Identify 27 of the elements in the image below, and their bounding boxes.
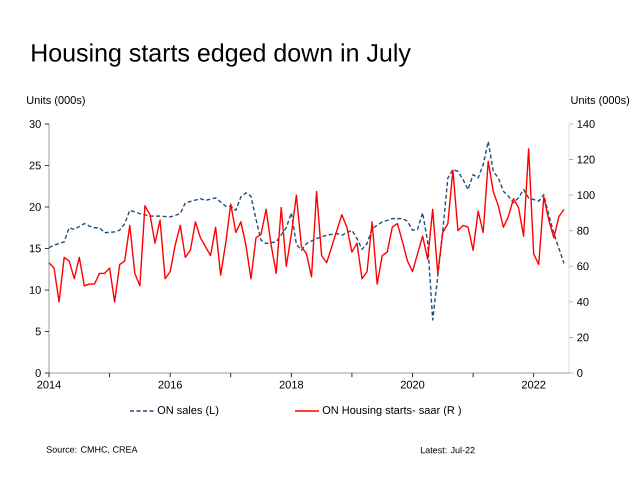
x-tick-label: 2014: [37, 380, 61, 389]
x-tick-label: 2022: [522, 380, 546, 389]
y2-tick-label: 60: [577, 262, 589, 270]
y-tick-label: 20: [30, 203, 41, 211]
y-tick-label: 30: [29, 120, 41, 128]
x-tick-label: 2018: [280, 380, 304, 389]
source-note: Source: CMHC, CREA: [46, 446, 138, 454]
text: Latest: Jul-22: [420, 446, 475, 454]
legend-label: ON sales (L): [158, 406, 218, 416]
chart-title: Housing starts edged down in July: [32, 43, 411, 67]
y-axis-title: Units (000s): [27, 96, 85, 106]
y2-tick-label: 80: [577, 226, 589, 235]
y-tick-label: 5: [36, 328, 41, 336]
y2-tick-label: 140: [578, 120, 595, 128]
y2-tick-label: 120: [578, 156, 595, 164]
y2-tick-label: 0: [577, 369, 582, 377]
y2-tick-label: 20: [577, 334, 589, 342]
y-tick-label: 10: [30, 286, 41, 294]
y-tick-label: 0: [36, 369, 41, 377]
x-tick-label: 2016: [158, 380, 182, 389]
y2-tick-label: 100: [578, 191, 595, 200]
legend-label: ON Housing starts- saar (R ): [322, 406, 461, 416]
y-tick-label: 25: [30, 162, 41, 170]
x-tick-label: 2020: [400, 380, 424, 389]
y2-tick-label: 40: [577, 298, 589, 306]
y2-axis-title: Units (000s): [571, 96, 630, 106]
y-tick-label: 15: [30, 244, 41, 252]
